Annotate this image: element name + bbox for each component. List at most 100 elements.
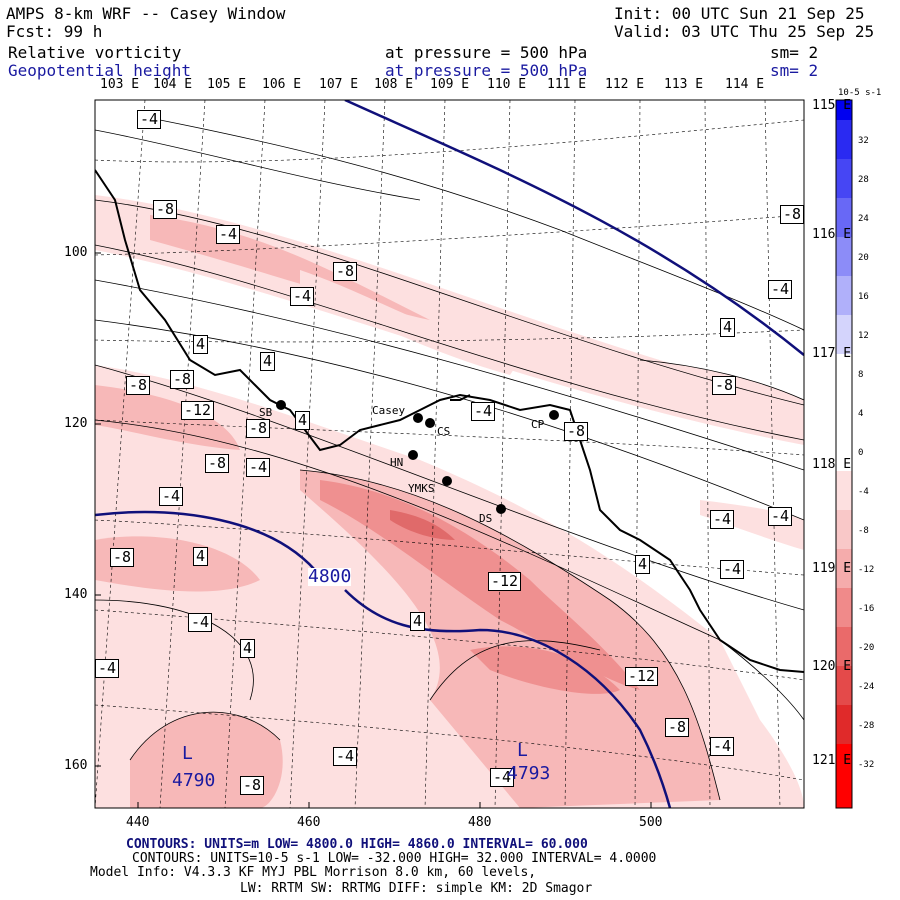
lon-label-top-8: 111 E <box>547 77 587 92</box>
axis-ticks <box>95 252 652 808</box>
lon-label-top-9: 112 E <box>605 77 645 92</box>
colorbar-tick-12: -16 <box>858 604 875 614</box>
vorticity-label-12: -8 <box>170 370 195 389</box>
colorbar-tick-16: -32 <box>858 760 875 770</box>
colorbar-tick-1: 28 <box>858 175 869 185</box>
colorbar-tick-8: 0 <box>858 448 864 458</box>
vorticity-label-22: -12 <box>625 667 659 686</box>
lon-label-right-3: 118 E <box>812 457 852 472</box>
colorbar <box>835 99 853 809</box>
colorbar-unit: 10-5 s-1 <box>838 88 882 98</box>
low-value-2: 4793 <box>507 763 551 784</box>
vorticity-label-18: -8 <box>205 454 230 473</box>
vorticity-label-9: -4 <box>768 280 793 299</box>
footer-vorticity-contours: CONTOURS: UNITS=10-5 s-1 LOW= -32.000 HI… <box>132 851 657 866</box>
station-label-ymks: YMKS <box>408 482 435 495</box>
colorbar-tick-6: 8 <box>858 370 864 380</box>
vorticity-label-4: -4 <box>290 287 315 306</box>
lon-label-right-1: 116 E <box>812 227 852 242</box>
vorticity-shading <box>95 195 804 808</box>
latlon-grid <box>95 100 804 808</box>
vorticity-label-17: -8 <box>712 376 737 395</box>
station-markers <box>276 400 559 514</box>
lon-label-right-0: 115 E <box>812 98 852 113</box>
lon-label-top-5: 108 E <box>374 77 414 92</box>
vorticity-label-8: 4 <box>720 318 736 337</box>
footer-physics-info: LW: RRTM SW: RRTMG DIFF: simple KM: 2D S… <box>240 881 593 896</box>
x-tick-460: 460 <box>297 815 321 830</box>
vorticity-label-21: -12 <box>488 572 522 591</box>
colorbar-tick-9: -4 <box>858 487 869 497</box>
colorbar-tick-3: 20 <box>858 253 869 263</box>
field2-level: at pressure = 500 hPa <box>385 61 588 80</box>
footer-height-contours: CONTOURS: UNITS=m LOW= 4800.0 HIGH= 4860… <box>126 837 588 852</box>
lon-label-top-3: 106 E <box>262 77 302 92</box>
lon-label-top-4: 107 E <box>319 77 359 92</box>
low-value-1: 4790 <box>172 770 216 791</box>
lon-label-top-2: 105 E <box>207 77 247 92</box>
lon-label-top-11: 114 E <box>725 77 765 92</box>
vorticity-label-6: 4 <box>193 335 209 354</box>
map-title: AMPS 8-km WRF -- Casey Window <box>6 4 286 23</box>
vorticity-label-20: -4 <box>159 487 184 506</box>
lon-label-top-10: 113 E <box>664 77 704 92</box>
field2-name: Geopotential height <box>8 61 192 80</box>
colorbar-tick-14: -24 <box>858 682 875 692</box>
vorticity-label-30: -4 <box>710 737 735 756</box>
low-letter-2: L <box>517 740 528 761</box>
vorticity-label-14: -4 <box>471 402 496 421</box>
colorbar-tick-0: 32 <box>858 136 869 146</box>
station-dot-casey <box>413 413 423 423</box>
y-tick-120: 120 <box>64 416 88 431</box>
vorticity-label-33: -8 <box>110 548 135 567</box>
vorticity-label-11: -12 <box>181 401 215 420</box>
station-dot-hn <box>408 450 418 460</box>
station-dot-cs <box>425 418 435 428</box>
vorticity-label-1: -8 <box>153 200 178 219</box>
station-label-cp: CP <box>531 418 545 431</box>
station-label-casey: Casey <box>372 404 406 417</box>
field1-smoothing: sm= 2 <box>770 43 819 62</box>
vorticity-label-31: -4 <box>333 747 358 766</box>
lon-label-top-1: 104 E <box>153 77 193 92</box>
low-letter-1: L <box>182 743 193 764</box>
vorticity-label-36: -4 <box>490 768 515 787</box>
forecast-hour: Fcst: 99 h <box>6 22 103 41</box>
colorbar-tick-4: 16 <box>858 292 869 302</box>
field2-smoothing: sm= 2 <box>770 61 819 80</box>
colorbar-tick-2: 24 <box>858 214 869 224</box>
lon-label-top-6: 109 E <box>430 77 470 92</box>
field1-level: at pressure = 500 hPa <box>385 43 588 62</box>
vorticity-label-24: -4 <box>710 510 735 529</box>
x-tick-480: 480 <box>468 815 492 830</box>
vorticity-label-37: 4 <box>410 612 426 631</box>
vorticity-label-0: -4 <box>137 110 162 129</box>
vorticity-label-15: -8 <box>246 419 271 438</box>
y-tick-140: 140 <box>64 587 88 602</box>
lon-label-right-2: 117 E <box>812 346 852 361</box>
lon-label-right-4: 119 E <box>812 561 852 576</box>
y-tick-100: 100 <box>64 245 88 260</box>
x-tick-440: 440 <box>126 815 150 830</box>
vorticity-label-29: -4 <box>720 560 745 579</box>
x-tick-500: 500 <box>639 815 663 830</box>
colorbar-tick-13: -20 <box>858 643 875 653</box>
height-contour-label: 4800 <box>308 566 352 587</box>
station-dot-ds <box>496 504 506 514</box>
vorticity-label-23: -8 <box>665 718 690 737</box>
footer-model-info: Model Info: V4.3.3 KF MYJ PBL Morrison 8… <box>90 865 537 880</box>
lon-label-top-0: 103 E <box>100 77 140 92</box>
vorticity-contours <box>95 119 804 801</box>
vorticity-label-2: -4 <box>216 225 241 244</box>
lon-label-right-5: 120 E <box>812 659 852 674</box>
lon-label-top-7: 110 E <box>487 77 527 92</box>
lon-label-right-6: 121 E <box>812 753 852 768</box>
height-contours <box>95 100 804 808</box>
init-time: Init: 00 UTC Sun 21 Sep 25 <box>614 4 865 23</box>
vorticity-label-10: -8 <box>126 376 151 395</box>
station-label-ds: DS <box>479 512 493 525</box>
station-dot-sb <box>276 400 286 410</box>
colorbar-tick-5: 12 <box>858 331 869 341</box>
vorticity-label-32: -4 <box>95 659 120 678</box>
colorbar-tick-7: 4 <box>858 409 864 419</box>
